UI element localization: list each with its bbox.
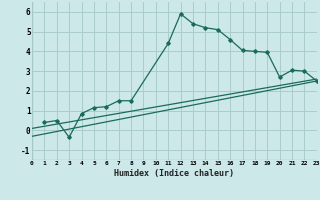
X-axis label: Humidex (Indice chaleur): Humidex (Indice chaleur) [115, 169, 234, 178]
